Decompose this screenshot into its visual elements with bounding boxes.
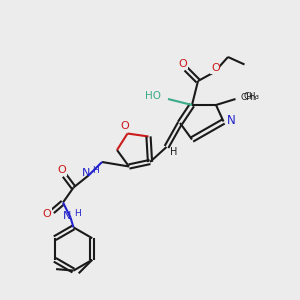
Text: H: H	[74, 209, 80, 218]
Text: CH₃: CH₃	[244, 92, 260, 101]
Text: O: O	[58, 165, 67, 175]
Text: N: N	[226, 114, 236, 127]
Text: N: N	[63, 211, 72, 221]
Text: O: O	[178, 58, 188, 69]
Text: O: O	[43, 209, 52, 219]
Text: N: N	[82, 168, 90, 178]
Text: O: O	[211, 63, 220, 74]
Text: CH₃: CH₃	[241, 93, 257, 102]
Text: HO: HO	[146, 91, 161, 101]
Text: O: O	[121, 121, 130, 131]
Text: H: H	[92, 166, 98, 175]
Text: H: H	[170, 147, 178, 158]
